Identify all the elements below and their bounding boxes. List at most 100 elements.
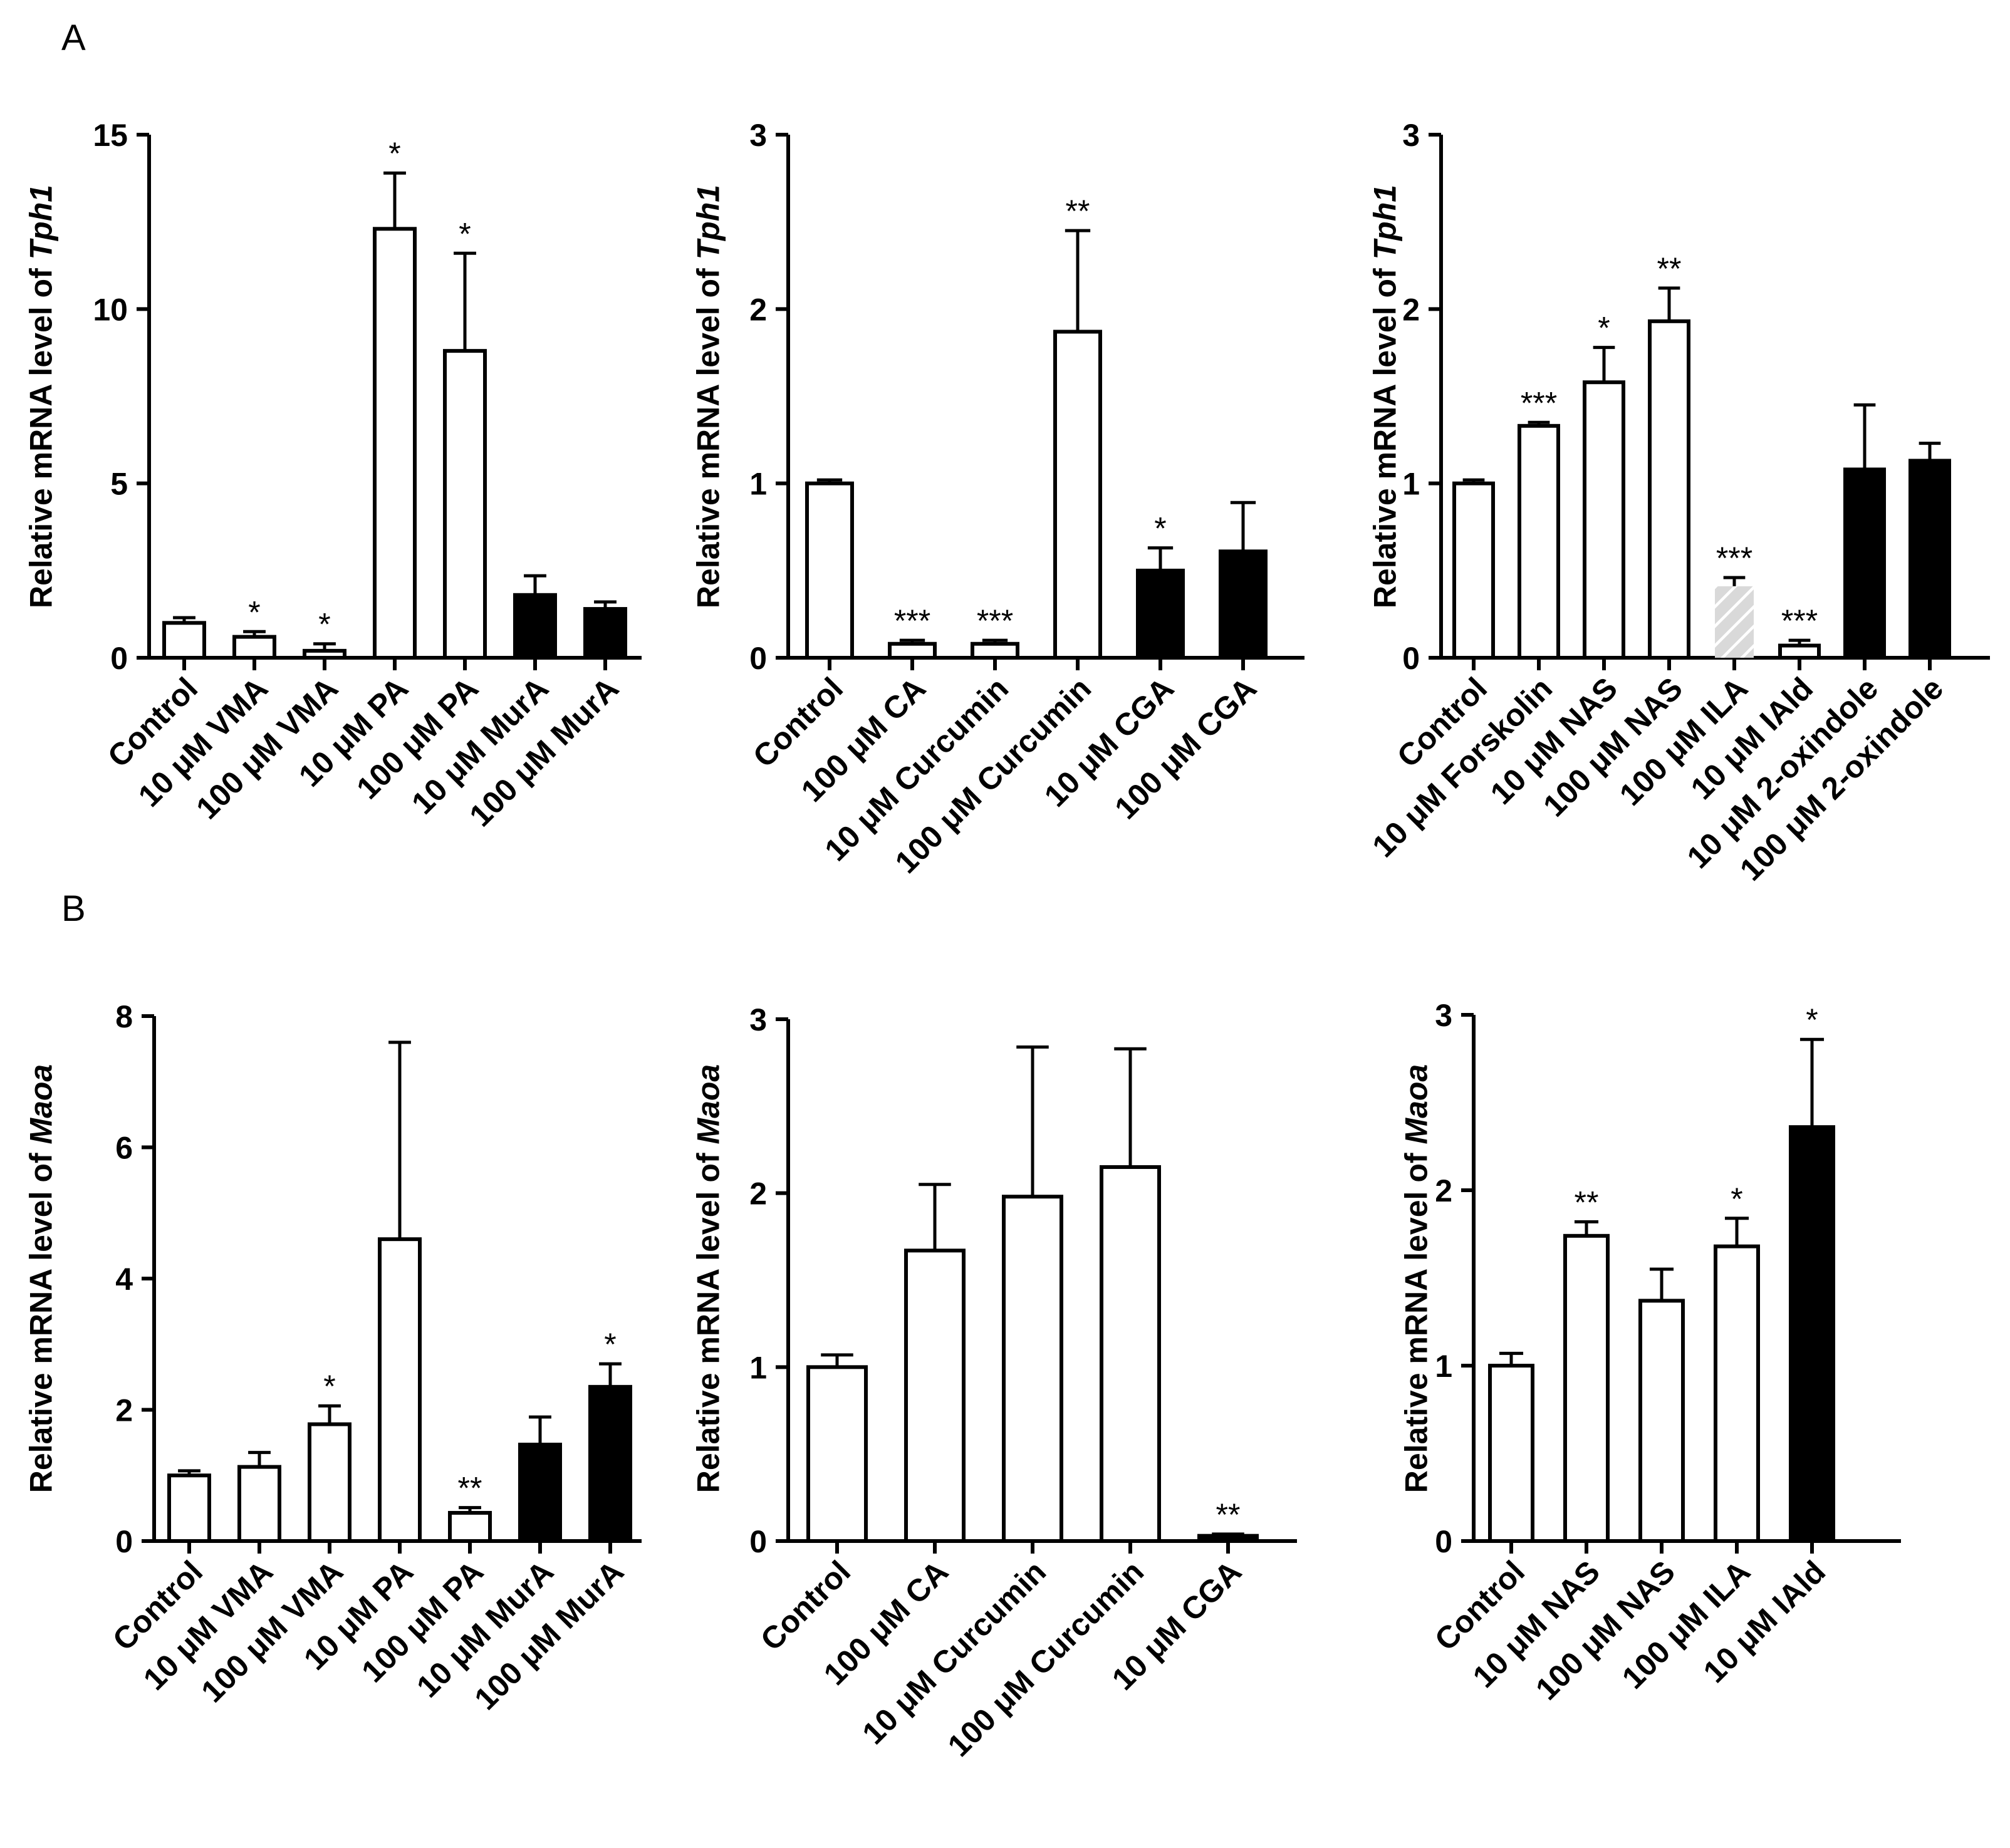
bar-100-um-mura [588, 1384, 632, 1543]
bar-group: * [443, 216, 487, 660]
significance-label: * [323, 1369, 335, 1404]
significance-label: * [604, 1327, 616, 1362]
bar-group [1219, 501, 1268, 660]
bar-group: ** [1563, 1185, 1610, 1544]
y-tick-label: 2 [115, 1393, 133, 1428]
y-axis-label-prefix: Relative mRNA level of [24, 1145, 59, 1493]
bar-100-um-ca [888, 641, 937, 660]
y-tick-label: 0 [749, 1524, 767, 1559]
bar-100-um-ca [904, 1248, 966, 1543]
y-tick-label: 0 [115, 1524, 133, 1559]
y-tick-label: 3 [1402, 118, 1420, 153]
y-tick-label: 2 [1402, 292, 1420, 327]
bar-group [583, 600, 627, 660]
bar-group: * [373, 136, 417, 660]
bar-100-um-nas [1638, 1299, 1685, 1543]
bar-group [237, 1451, 281, 1544]
bar-group: * [1714, 1181, 1760, 1543]
bar-100-um-nas [1648, 319, 1690, 660]
bar-100-um-ila [1715, 586, 1754, 658]
bar-group [1908, 442, 1951, 660]
y-tick-label: 2 [1435, 1173, 1452, 1208]
y-axis-label-prefix: Relative mRNA level of [691, 259, 726, 608]
y-tick-label: 0 [749, 641, 767, 676]
y-axis-label-prefix: Relative mRNA level of [1399, 1145, 1434, 1493]
bar-10-um-mura [518, 1443, 562, 1544]
y-axis-label: Relative mRNA level of Tph1 [1368, 185, 1403, 608]
bar-100-um-pa [448, 1510, 492, 1544]
y-axis-label: Relative mRNA level of Maoa [24, 1064, 59, 1493]
bar-10-um-pa [378, 1237, 422, 1544]
y-tick-label: 3 [749, 1002, 767, 1037]
bar-100-um-curcumin [1053, 330, 1102, 660]
bar-control [805, 481, 854, 660]
y-tick-label: 3 [1435, 998, 1452, 1033]
bar-10-um-pa [373, 227, 417, 660]
bar-10-um-iald [1778, 643, 1821, 660]
bar-100-um-ila [1714, 1244, 1760, 1543]
y-tick-label: 0 [1402, 641, 1420, 676]
bar-group: ** [1648, 251, 1690, 660]
y-axis-label: Relative mRNA level of Tph1 [24, 185, 59, 608]
significance-label: ** [1066, 194, 1090, 229]
y-axis-label-prefix: Relative mRNA level of [691, 1145, 726, 1493]
bar-control [806, 1365, 868, 1543]
panel-label-a: A [61, 18, 86, 58]
y-tick-label: 2 [749, 292, 767, 327]
bar-control [162, 621, 206, 660]
bar-100-um-vma [308, 1422, 351, 1543]
bar-10-um-curcumin [971, 641, 1019, 660]
bar-group [1638, 1267, 1685, 1543]
significance-label: ** [458, 1471, 482, 1506]
bar-group [513, 574, 557, 660]
bar-group [167, 1469, 211, 1543]
y-tick-label: 10 [93, 292, 128, 327]
y-axis-label-gene: Maoa [1399, 1064, 1434, 1145]
bar-100-um-curcumin [1100, 1165, 1161, 1544]
significance-label: * [318, 607, 330, 642]
y-tick-label: 8 [115, 999, 133, 1034]
bar-10-um-cga [1197, 1534, 1259, 1543]
bar-10-um-cga [1136, 568, 1185, 660]
bar-group [1452, 478, 1495, 660]
bar-group [1002, 1045, 1063, 1543]
y-axis-label-gene: Tph1 [24, 185, 59, 259]
bar-10-um-nas [1563, 1233, 1610, 1544]
bar-group: *** [1715, 541, 1754, 658]
bar-group [518, 1415, 562, 1544]
y-axis-label-gene: Maoa [24, 1064, 59, 1145]
y-axis-label-gene: Maoa [691, 1064, 726, 1145]
bar-100-um-mura [583, 607, 627, 660]
bar-10-um-2-oxindole [1843, 467, 1886, 660]
significance-label: ** [1657, 251, 1682, 286]
significance-label: ** [1575, 1185, 1599, 1220]
bar-control [167, 1473, 211, 1543]
y-axis-label-gene: Tph1 [1368, 185, 1403, 259]
significance-label: * [459, 216, 471, 251]
bar-group: * [588, 1327, 632, 1543]
panel-label-b: B [61, 888, 86, 929]
bar-group [1100, 1047, 1161, 1544]
significance-label: * [248, 594, 260, 630]
y-tick-label: 0 [1435, 1524, 1452, 1559]
significance-label: * [1731, 1181, 1742, 1217]
significance-label: *** [1781, 603, 1818, 638]
bar-group: * [303, 607, 346, 660]
bar-group: *** [888, 603, 937, 660]
significance-label: *** [977, 603, 1013, 638]
bar-group: * [308, 1369, 351, 1543]
y-axis-label-prefix: Relative mRNA level of [24, 259, 59, 608]
bar-control [1452, 481, 1495, 660]
significance-label: * [1154, 511, 1166, 546]
significance-label: * [1806, 1002, 1818, 1037]
bar-group: ** [1053, 194, 1102, 660]
bar-group: * [1789, 1002, 1835, 1543]
bar-100-um-pa [443, 349, 487, 660]
bar-group [378, 1041, 422, 1544]
bar-group: * [1583, 311, 1625, 660]
y-tick-label: 4 [115, 1262, 133, 1297]
y-tick-label: 15 [93, 118, 128, 153]
significance-label: * [1598, 311, 1610, 346]
y-tick-label: 3 [749, 118, 767, 153]
